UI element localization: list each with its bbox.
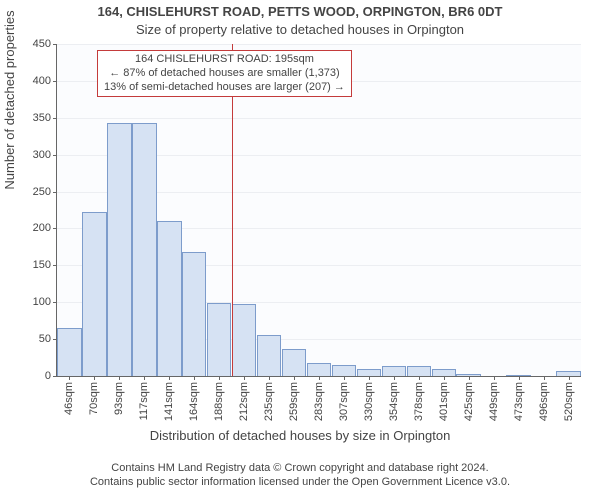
x-tick-label: 283sqm: [313, 382, 325, 421]
x-tick-label: 93sqm: [113, 382, 125, 415]
y-tick: [53, 81, 57, 82]
x-tick-label: 496sqm: [538, 382, 550, 421]
x-tick: [544, 376, 545, 380]
x-tick-label: 401sqm: [438, 382, 450, 421]
x-tick-label: 473sqm: [513, 382, 525, 421]
x-tick: [244, 376, 245, 380]
annotation-line: ← 87% of detached houses are smaller (1,…: [104, 67, 345, 81]
footer-line-2: Contains public sector information licen…: [0, 476, 600, 490]
x-tick-label: 354sqm: [388, 382, 400, 421]
y-tick-label: 250: [33, 186, 51, 198]
histogram-bar: [57, 328, 81, 376]
histogram-bar: [232, 304, 256, 376]
y-tick-label: 50: [39, 333, 51, 345]
y-tick-label: 400: [33, 75, 51, 87]
histogram-bar: [182, 252, 206, 376]
histogram-bar: [407, 366, 431, 376]
x-tick-label: 378sqm: [413, 382, 425, 421]
histogram-bar: [382, 366, 406, 376]
x-tick-label: 117sqm: [138, 382, 150, 420]
x-tick: [494, 376, 495, 380]
chart-title-address: 164, CHISLEHURST ROAD, PETTS WOOD, ORPIN…: [0, 4, 600, 19]
y-tick: [53, 155, 57, 156]
x-tick-label: 188sqm: [213, 382, 225, 421]
y-axis-label: Number of detached properties: [2, 0, 17, 350]
y-tick: [53, 302, 57, 303]
x-tick: [269, 376, 270, 380]
histogram-bar: [282, 349, 306, 376]
x-tick-label: 259sqm: [288, 382, 300, 421]
annotation-box: 164 CHISLEHURST ROAD: 195sqm← 87% of det…: [97, 50, 352, 97]
gridline: [57, 44, 581, 45]
x-tick: [344, 376, 345, 380]
plot-area: 05010015020025030035040045046sqm70sqm93s…: [56, 44, 581, 377]
y-tick: [53, 376, 57, 377]
x-tick-label: 70sqm: [88, 382, 100, 415]
y-tick: [53, 228, 57, 229]
y-tick-label: 100: [33, 296, 51, 308]
x-tick-label: 235sqm: [263, 382, 275, 421]
x-tick-label: 425sqm: [463, 382, 475, 421]
y-tick-label: 0: [45, 370, 51, 382]
x-tick-label: 307sqm: [338, 382, 350, 421]
chart-title-sub: Size of property relative to detached ho…: [0, 22, 600, 37]
y-tick-label: 200: [33, 222, 51, 234]
x-tick-label: 520sqm: [563, 382, 575, 421]
x-tick-label: 212sqm: [238, 382, 250, 421]
x-tick: [394, 376, 395, 380]
footer-line-1: Contains HM Land Registry data © Crown c…: [0, 462, 600, 476]
x-tick: [519, 376, 520, 380]
x-tick-label: 46sqm: [63, 382, 75, 415]
annotation-line: 13% of semi-detached houses are larger (…: [104, 81, 345, 95]
histogram-bar: [357, 369, 381, 376]
y-tick-label: 300: [33, 149, 51, 161]
x-tick: [119, 376, 120, 380]
histogram-bar: [132, 123, 156, 376]
x-tick: [219, 376, 220, 380]
gridline: [57, 118, 581, 119]
y-tick: [53, 265, 57, 266]
y-tick-label: 350: [33, 112, 51, 124]
x-tick-label: 141sqm: [163, 382, 175, 421]
annotation-line: 164 CHISLEHURST ROAD: 195sqm: [104, 53, 345, 67]
attribution-footer: Contains HM Land Registry data © Crown c…: [0, 462, 600, 490]
x-tick: [419, 376, 420, 380]
x-tick: [569, 376, 570, 380]
histogram-bar: [332, 365, 356, 376]
x-tick: [469, 376, 470, 380]
y-tick: [53, 192, 57, 193]
histogram-bar: [307, 363, 331, 376]
x-tick: [94, 376, 95, 380]
histogram-bar: [107, 123, 131, 376]
y-tick: [53, 44, 57, 45]
x-tick: [69, 376, 70, 380]
x-axis-label: Distribution of detached houses by size …: [0, 428, 600, 443]
x-tick: [144, 376, 145, 380]
chart-container: 164, CHISLEHURST ROAD, PETTS WOOD, ORPIN…: [0, 0, 600, 500]
histogram-bar: [432, 369, 456, 376]
y-tick-label: 450: [33, 38, 51, 50]
x-tick: [444, 376, 445, 380]
x-tick: [319, 376, 320, 380]
histogram-bar: [157, 221, 181, 376]
x-tick-label: 449sqm: [488, 382, 500, 421]
x-tick: [194, 376, 195, 380]
x-tick: [294, 376, 295, 380]
histogram-bar: [207, 303, 231, 376]
y-tick: [53, 118, 57, 119]
y-tick-label: 150: [33, 259, 51, 271]
x-tick: [369, 376, 370, 380]
histogram-bar: [257, 335, 281, 376]
x-tick-label: 330sqm: [363, 382, 375, 421]
histogram-bar: [82, 212, 106, 376]
x-tick-label: 164sqm: [188, 382, 200, 421]
x-tick: [169, 376, 170, 380]
